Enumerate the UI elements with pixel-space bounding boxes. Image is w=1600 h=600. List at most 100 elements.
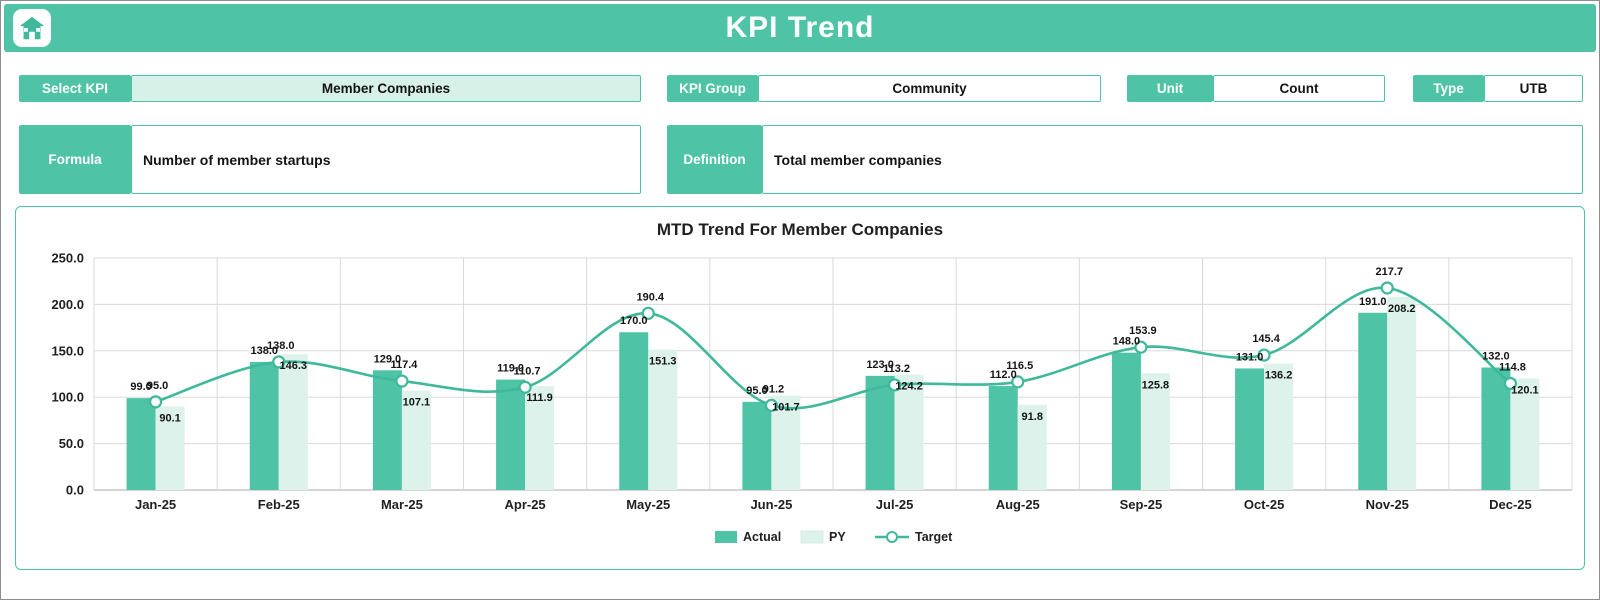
svg-text:114.8: 114.8 [1499, 361, 1526, 373]
definition-label: Definition [667, 125, 762, 194]
svg-text:145.4: 145.4 [1252, 333, 1280, 345]
py-bar [1017, 404, 1047, 490]
svg-text:217.7: 217.7 [1375, 266, 1403, 278]
target-marker [887, 378, 902, 392]
svg-text:95.0: 95.0 [746, 385, 767, 397]
legend-swatch-py [800, 530, 824, 544]
py-bar [1387, 296, 1417, 490]
type-label: Type [1413, 75, 1484, 102]
svg-text:200.0: 200.0 [51, 297, 84, 312]
target-markers [148, 281, 1518, 412]
header-bar: KPI Trend [4, 4, 1596, 52]
py-bar [278, 354, 308, 490]
chart-title: MTD Trend For Member Companies [656, 220, 944, 239]
actual-bar [1235, 368, 1265, 490]
svg-text:119.0: 119.0 [497, 363, 524, 375]
svg-text:110.7: 110.7 [514, 365, 541, 377]
svg-text:153.9: 153.9 [1129, 325, 1157, 337]
select-kpi-dropdown[interactable]: Member Companies [131, 75, 641, 102]
type-value: UTB [1484, 75, 1583, 102]
legend-swatch-target-marker [886, 531, 898, 543]
kpi-group-value: Community [758, 75, 1101, 102]
actual-bar [865, 375, 895, 490]
unit-value: Count [1213, 75, 1385, 102]
target-marker [148, 395, 163, 409]
svg-text:136.2: 136.2 [1265, 370, 1293, 382]
py-bars [155, 296, 1540, 490]
unit-label: Unit [1127, 75, 1213, 102]
formula-label: Formula [19, 125, 131, 194]
chart-legend: Actual PY Target [715, 530, 953, 544]
svg-text:Mar-25: Mar-25 [381, 497, 423, 512]
svg-text:Jan-25: Jan-25 [135, 497, 176, 512]
select-kpi-label: Select KPI [19, 75, 131, 102]
actual-bar [619, 332, 649, 490]
svg-text:132.0: 132.0 [1482, 351, 1510, 363]
home-button[interactable] [13, 9, 51, 47]
formula-value: Number of member startups [131, 125, 641, 194]
svg-text:208.2: 208.2 [1388, 303, 1416, 315]
svg-text:150.0: 150.0 [51, 343, 84, 358]
svg-text:117.4: 117.4 [390, 359, 418, 371]
svg-text:Jun-25: Jun-25 [750, 497, 792, 512]
svg-text:Aug-25: Aug-25 [996, 497, 1040, 512]
actual-bar [249, 361, 279, 490]
svg-text:116.5: 116.5 [1006, 360, 1033, 372]
home-icon [19, 16, 45, 40]
svg-text:91.8: 91.8 [1022, 411, 1043, 423]
svg-text:123.0: 123.0 [866, 359, 894, 371]
target-marker [1380, 281, 1394, 295]
svg-text:100.0: 100.0 [51, 390, 84, 405]
target-marker [518, 380, 532, 394]
py-bar [894, 374, 924, 490]
actual-bar [742, 401, 772, 490]
svg-text:Actual: Actual [743, 530, 781, 544]
x-gridlines [93, 258, 1573, 490]
svg-text:151.3: 151.3 [649, 356, 677, 368]
target-marker [1134, 340, 1148, 354]
svg-text:Sep-25: Sep-25 [1120, 497, 1163, 512]
x-axis-labels: Jan-25 Feb-25 Mar-25 Apr-25 May-25 Jun-25 Jul-… [135, 497, 1532, 512]
page-title: KPI Trend [725, 11, 875, 44]
svg-text:Target: Target [915, 530, 953, 544]
svg-text:0.0: 0.0 [66, 483, 84, 498]
target-marker [1011, 375, 1025, 389]
py-bar [648, 349, 678, 490]
actual-bar [1111, 352, 1141, 490]
svg-text:111.9: 111.9 [526, 392, 552, 404]
svg-text:Nov-25: Nov-25 [1366, 497, 1409, 512]
chart-card: MTD Trend For Member Companies 0.0 50.0 10… [15, 206, 1585, 570]
kpi-trend-chart: 0.0 50.0 100.0 150.0 200.0 250.0 Jan-25 Feb-25 M… [51, 251, 1573, 544]
svg-text:170.0: 170.0 [620, 315, 648, 327]
svg-text:91.2: 91.2 [763, 383, 784, 395]
py-bar [1510, 378, 1540, 490]
svg-text:Oct-25: Oct-25 [1244, 497, 1284, 512]
svg-text:250.0: 250.0 [51, 251, 84, 266]
svg-text:191.0: 191.0 [1359, 296, 1387, 308]
target-marker [1257, 348, 1271, 362]
py-bar [155, 406, 185, 490]
definition-value: Total member companies [762, 125, 1583, 194]
svg-text:99.0: 99.0 [130, 381, 151, 393]
actual-bar [126, 398, 156, 490]
data-labels: 99.095.090.1138.0138.0146.3129.0117.4107… [130, 266, 1538, 424]
svg-text:190.4: 190.4 [636, 291, 664, 303]
py-bar [771, 395, 801, 490]
target-marker [1503, 376, 1518, 391]
py-bar [525, 386, 555, 490]
actual-bar [1358, 312, 1388, 490]
svg-text:Apr-25: Apr-25 [504, 497, 545, 512]
svg-text:50.0: 50.0 [59, 436, 84, 451]
svg-text:131.0: 131.0 [1236, 351, 1264, 363]
target-marker [764, 398, 779, 412]
svg-text:PY: PY [829, 530, 846, 544]
svg-text:107.1: 107.1 [403, 397, 431, 409]
svg-text:Dec-25: Dec-25 [1489, 497, 1532, 512]
py-bar [401, 390, 431, 490]
svg-text:146.3: 146.3 [279, 360, 307, 372]
svg-text:125.8: 125.8 [1142, 379, 1170, 391]
svg-text:124.2: 124.2 [895, 381, 923, 393]
svg-text:Jul-25: Jul-25 [876, 497, 914, 512]
svg-text:95.0: 95.0 [147, 380, 168, 392]
